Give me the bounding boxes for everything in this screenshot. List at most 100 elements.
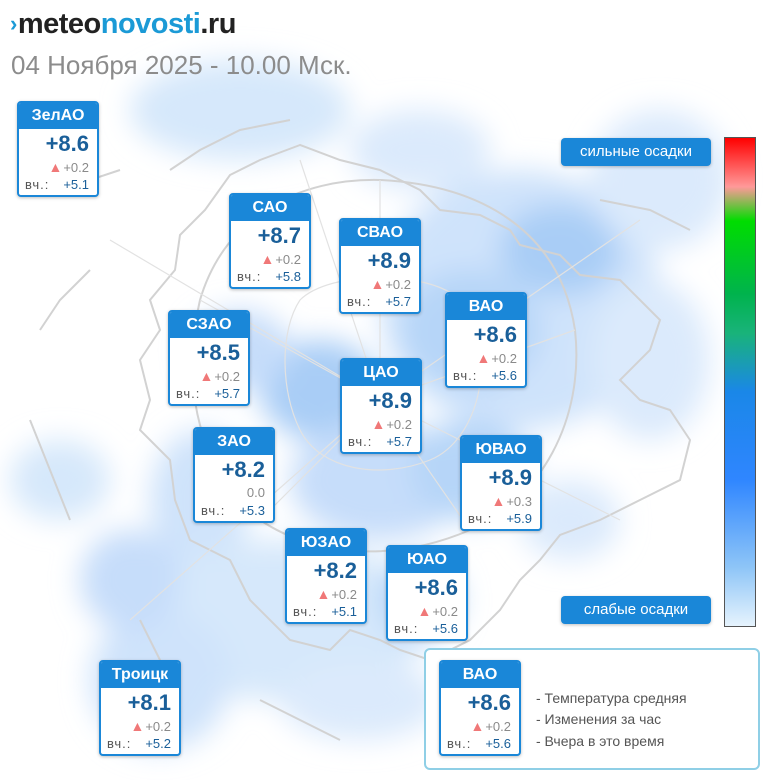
change-up-icon: ▲ bbox=[476, 350, 491, 366]
district-temperature: +8.9 bbox=[488, 465, 532, 490]
district-card-yuao[interactable]: ЮАО +8.6 ▲+0.2 вч.: +5.6 bbox=[386, 545, 468, 641]
change-value: +0.2 bbox=[145, 719, 171, 734]
district-hourly-change: ▲+0.2 bbox=[470, 718, 511, 734]
logo-text-novosti: novosti bbox=[100, 8, 201, 40]
change-up-icon: ▲ bbox=[130, 718, 145, 734]
yesterday-label: вч.: bbox=[394, 621, 419, 636]
yesterday-value: +5.7 bbox=[214, 386, 240, 401]
district-name: ЮВАО bbox=[462, 437, 540, 463]
district-card-sao[interactable]: САО +8.7 ▲+0.2 вч.: +5.8 bbox=[229, 193, 311, 289]
district-hourly-change: ▲+0.2 bbox=[476, 350, 517, 366]
district-temperature: +8.6 bbox=[467, 690, 511, 715]
district-temperature: +8.6 bbox=[473, 322, 517, 347]
change-up-icon: ▲ bbox=[316, 586, 331, 602]
change-up-icon: ▲ bbox=[491, 493, 506, 509]
change-value: +0.2 bbox=[385, 277, 411, 292]
change-up-icon: ▲ bbox=[48, 159, 63, 175]
district-name: ВАО bbox=[447, 294, 525, 320]
yesterday-value: +5.7 bbox=[386, 434, 412, 449]
change-value: +0.2 bbox=[386, 417, 412, 432]
district-hourly-change: ▲+0.2 bbox=[370, 276, 411, 292]
district-temperature: +8.6 bbox=[414, 575, 458, 600]
district-hourly-change: ▲+0.2 bbox=[199, 368, 240, 384]
district-name: ЦАО bbox=[342, 360, 420, 386]
district-temperature: +8.9 bbox=[367, 248, 411, 273]
legend-item-average-temperature: - Температура средняя bbox=[536, 690, 687, 706]
yesterday-value: +5.6 bbox=[491, 368, 517, 383]
change-value: +0.2 bbox=[491, 351, 517, 366]
change-value: +0.2 bbox=[214, 369, 240, 384]
district-card-yuvao[interactable]: ЮВАО +8.9 ▲+0.3 вч.: +5.9 bbox=[460, 435, 542, 531]
district-name: ВАО bbox=[441, 662, 519, 688]
legend-example-card: ВАО +8.6 ▲+0.2 вч.: +5.6 bbox=[439, 660, 521, 756]
site-logo[interactable]: ›meteonovosti.ru bbox=[10, 6, 236, 42]
yesterday-label: вч.: bbox=[347, 294, 372, 309]
change-up-icon: ▲ bbox=[417, 603, 432, 619]
district-hourly-change: ▲+0.3 bbox=[491, 493, 532, 509]
yesterday-label: вч.: bbox=[176, 386, 201, 401]
yesterday-value: +5.6 bbox=[485, 736, 511, 751]
change-up-icon: ▲ bbox=[199, 368, 214, 384]
yesterday-value: +5.6 bbox=[432, 621, 458, 636]
district-name: СЗАО bbox=[170, 312, 248, 338]
change-value: +0.2 bbox=[485, 719, 511, 734]
yesterday-label: вч.: bbox=[453, 368, 478, 383]
district-card-zao[interactable]: ЗАО +8.2 0.0 вч.: +5.3 bbox=[193, 427, 275, 523]
district-card-vao[interactable]: ВАО +8.6 ▲+0.2 вч.: +5.6 bbox=[445, 292, 527, 388]
yesterday-label: вч.: bbox=[25, 177, 50, 192]
change-value: +0.2 bbox=[331, 587, 357, 602]
change-value: +0.2 bbox=[63, 160, 89, 175]
legend-item-hourly-change: - Изменения за час bbox=[536, 711, 662, 727]
yesterday-value: +5.2 bbox=[145, 736, 171, 751]
district-temperature: +8.7 bbox=[257, 223, 301, 248]
district-name: ЮАО bbox=[388, 547, 466, 573]
legend-item-yesterday: - Вчера в это время bbox=[536, 733, 665, 749]
district-card-yuzao[interactable]: ЮЗАО +8.2 ▲+0.2 вч.: +5.1 bbox=[285, 528, 367, 624]
yesterday-label: вч.: bbox=[447, 736, 472, 751]
district-temperature: +8.9 bbox=[368, 388, 412, 413]
change-value: +0.2 bbox=[432, 604, 458, 619]
district-card-zelao[interactable]: ЗелАО +8.6 ▲+0.2 вч.: +5.1 bbox=[17, 101, 99, 197]
district-hourly-change: ▲+0.2 bbox=[48, 159, 89, 175]
precipitation-scale-bar bbox=[724, 137, 756, 627]
district-name: ЗАО bbox=[195, 429, 273, 455]
district-temperature: +8.2 bbox=[221, 457, 265, 482]
logo-text-domain: .ru bbox=[200, 8, 236, 40]
change-value: +0.2 bbox=[275, 252, 301, 267]
district-name: САО bbox=[231, 195, 309, 221]
district-name: ЮЗАО bbox=[287, 530, 365, 556]
district-card-troitsk[interactable]: Троицк +8.1 ▲+0.2 вч.: +5.2 bbox=[99, 660, 181, 756]
district-card-cao[interactable]: ЦАО +8.9 ▲+0.2 вч.: +5.7 bbox=[340, 358, 422, 454]
yesterday-value: +5.9 bbox=[506, 511, 532, 526]
change-value: 0.0 bbox=[246, 485, 265, 500]
district-temperature: +8.2 bbox=[313, 558, 357, 583]
yesterday-label: вч.: bbox=[107, 736, 132, 751]
district-temperature: +8.6 bbox=[45, 131, 89, 156]
logo-text-meteo: meteo bbox=[17, 8, 101, 40]
yesterday-label: вч.: bbox=[201, 503, 226, 518]
yesterday-value: +5.3 bbox=[239, 503, 265, 518]
yesterday-value: +5.1 bbox=[331, 604, 357, 619]
yesterday-label: вч.: bbox=[468, 511, 493, 526]
scale-label-light: слабые осадки bbox=[561, 596, 711, 624]
scale-label-heavy: сильные осадки bbox=[561, 138, 711, 166]
change-up-icon: ▲ bbox=[371, 416, 386, 432]
yesterday-label: вч.: bbox=[348, 434, 373, 449]
forecast-date: 04 Ноября 2025 - 10.00 Мск. bbox=[11, 50, 352, 80]
change-up-icon: ▲ bbox=[470, 718, 485, 734]
district-card-szao[interactable]: СЗАО +8.5 ▲+0.2 вч.: +5.7 bbox=[168, 310, 250, 406]
yesterday-value: +5.1 bbox=[63, 177, 89, 192]
yesterday-value: +5.7 bbox=[385, 294, 411, 309]
district-hourly-change: ▲+0.2 bbox=[316, 586, 357, 602]
yesterday-label: вч.: bbox=[237, 269, 262, 284]
district-hourly-change: ▲+0.2 bbox=[417, 603, 458, 619]
district-hourly-change: ▲+0.2 bbox=[371, 416, 412, 432]
district-name: СВАО bbox=[341, 220, 419, 246]
change-up-icon: ▲ bbox=[260, 251, 275, 267]
logo-mark: › bbox=[10, 11, 17, 36]
change-value: +0.3 bbox=[506, 494, 532, 509]
district-hourly-change: ▲+0.2 bbox=[130, 718, 171, 734]
district-card-svao[interactable]: СВАО +8.9 ▲+0.2 вч.: +5.7 bbox=[339, 218, 421, 314]
district-hourly-change: ▲+0.2 bbox=[260, 251, 301, 267]
district-hourly-change: 0.0 bbox=[247, 485, 265, 500]
